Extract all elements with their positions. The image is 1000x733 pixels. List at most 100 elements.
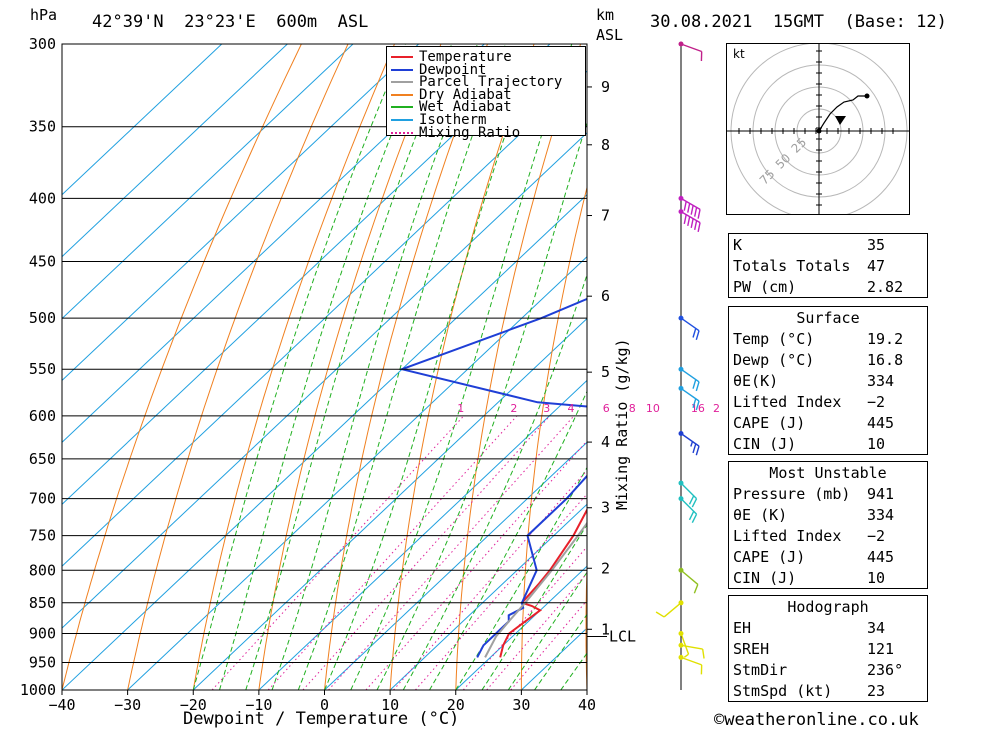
isotherm-line xyxy=(324,441,587,690)
indices-value: 35 xyxy=(867,235,886,254)
indices-key: Lifted Index xyxy=(733,392,842,411)
height-km-label: 6 xyxy=(601,287,610,305)
dry-adiabat-line xyxy=(585,556,587,690)
dry-adiabat-line xyxy=(127,44,349,690)
km-label: km xyxy=(596,6,615,24)
indices-value: 941 xyxy=(867,484,895,503)
hodograph-ring-label: 50 xyxy=(773,151,794,172)
isotherm-line xyxy=(62,44,354,320)
height-km-label: 4 xyxy=(601,433,610,451)
isotherm-line xyxy=(62,132,587,629)
legend-swatch xyxy=(391,56,413,58)
dewpoint-line xyxy=(398,297,587,658)
wind-barb-staff xyxy=(680,633,690,655)
indices-key: θE(K) xyxy=(733,371,779,390)
indices-row: PW (cm) 2.82 xyxy=(729,276,927,297)
wind-barb-flag xyxy=(692,443,697,454)
indices-row: Lifted Index −2 xyxy=(729,391,927,412)
mixing-ratio-axis-label: Mixing Ratio (g/kg) xyxy=(613,338,631,510)
mixing-ratio-line xyxy=(462,546,587,690)
indices-key: θE (K) xyxy=(733,505,788,524)
wind-barb-flag xyxy=(688,495,695,505)
x-tick-label: 30 xyxy=(512,696,530,714)
wind-barb-flag xyxy=(697,222,701,233)
legend-label: Dry Adiabat xyxy=(419,86,512,103)
dry-adiabat-line xyxy=(455,44,582,690)
pressure-tick-label: 750 xyxy=(29,527,56,545)
indices-key: K xyxy=(733,235,743,254)
indices-value: 10 xyxy=(867,568,886,587)
legend-swatch xyxy=(391,119,413,121)
indices-value: 16.8 xyxy=(867,350,904,369)
indices-value: 121 xyxy=(867,639,895,658)
wet-adiabat-line xyxy=(534,613,587,690)
x-tick-label: 20 xyxy=(447,696,465,714)
indices-row: CAPE (J) 445 xyxy=(729,412,927,433)
x-tick-label: −40 xyxy=(48,696,75,714)
wind-barb-flag xyxy=(692,328,697,338)
wet-adiabat-line xyxy=(376,120,587,690)
mixing-ratio-line xyxy=(302,415,551,690)
indices-value: 445 xyxy=(867,413,895,432)
wet-adiabat-line xyxy=(429,390,587,690)
wind-barb-half-flag xyxy=(690,441,694,447)
hodograph-unit: kt xyxy=(733,47,745,61)
wind-barb-flag xyxy=(695,445,700,456)
mixing-ratio-line xyxy=(393,469,587,690)
isotherm-line xyxy=(62,44,223,196)
wind-barb-flag xyxy=(695,330,700,340)
legend-label: Wet Adiabat xyxy=(419,99,512,116)
pressure-tick-label: 850 xyxy=(29,594,56,612)
wet-adiabat-line xyxy=(192,44,406,690)
wind-barb xyxy=(678,480,698,508)
mixing-ratio-label: 4 xyxy=(567,402,574,415)
indices-panel-title: Most Unstable xyxy=(769,463,887,482)
pressure-tick-label: 350 xyxy=(29,118,56,136)
wind-barb-flag xyxy=(687,203,691,213)
wind-barb-flag xyxy=(692,379,697,389)
pressure-tick-label: 400 xyxy=(29,189,56,207)
wind-barb-flag xyxy=(690,205,694,215)
pressure-tick-label: 650 xyxy=(29,450,56,468)
indices-value: 34 xyxy=(867,618,886,637)
wind-barb-staff xyxy=(663,602,682,618)
height-km-label: 8 xyxy=(601,136,610,154)
height-km-label: 9 xyxy=(601,78,610,96)
copyright-label: ©weatheronline.co.uk xyxy=(714,710,919,730)
indices-row: Dewp (°C) 16.8 xyxy=(729,349,927,370)
isotherm-line xyxy=(62,44,288,258)
pressure-tick-label: 700 xyxy=(29,490,56,508)
hodograph-startpoint xyxy=(816,128,822,134)
wind-barb-flag xyxy=(683,201,687,211)
wind-barb-flag xyxy=(693,584,699,594)
legend-swatch xyxy=(391,81,413,84)
indices-row: θE (K) 334 xyxy=(729,504,927,525)
indices-panel: Hodograph EH 34 SREH 121 StmDir 236° StmSpd (kt… xyxy=(728,595,928,702)
wind-barb-flag xyxy=(695,381,700,392)
asl-label: ASL xyxy=(596,26,624,44)
x-axis-label: Dewpoint / Temperature (°C) xyxy=(183,709,460,729)
indices-row: θE(K) 334 xyxy=(729,370,927,391)
wind-barb-flag xyxy=(692,398,697,409)
legend-swatch xyxy=(391,93,413,96)
isotherm-line xyxy=(62,44,419,382)
isotherm-line xyxy=(62,194,587,690)
indices-value: −2 xyxy=(867,392,886,411)
legend-label: Parcel Trajectory xyxy=(419,74,563,91)
mixing-ratio-line xyxy=(267,415,518,690)
indices-key: SREH xyxy=(733,639,770,658)
indices-row: CIN (J) 10 xyxy=(729,433,927,454)
wind-barb xyxy=(678,209,701,233)
dry-adiabat-line xyxy=(649,44,720,690)
x-tick-label: 40 xyxy=(578,696,596,714)
x-tick-label: −20 xyxy=(180,696,207,714)
wet-adiabat-line xyxy=(507,571,587,690)
x-tick-label: 0 xyxy=(320,696,329,714)
wind-barb-staff xyxy=(680,656,702,666)
indices-row: Lifted Index −2 xyxy=(729,525,927,546)
indices-row: Pressure (mb) 941 xyxy=(729,483,927,504)
wind-barb-flag xyxy=(683,214,687,225)
isotherm-line xyxy=(455,565,587,690)
height-km-label: 2 xyxy=(601,559,610,577)
